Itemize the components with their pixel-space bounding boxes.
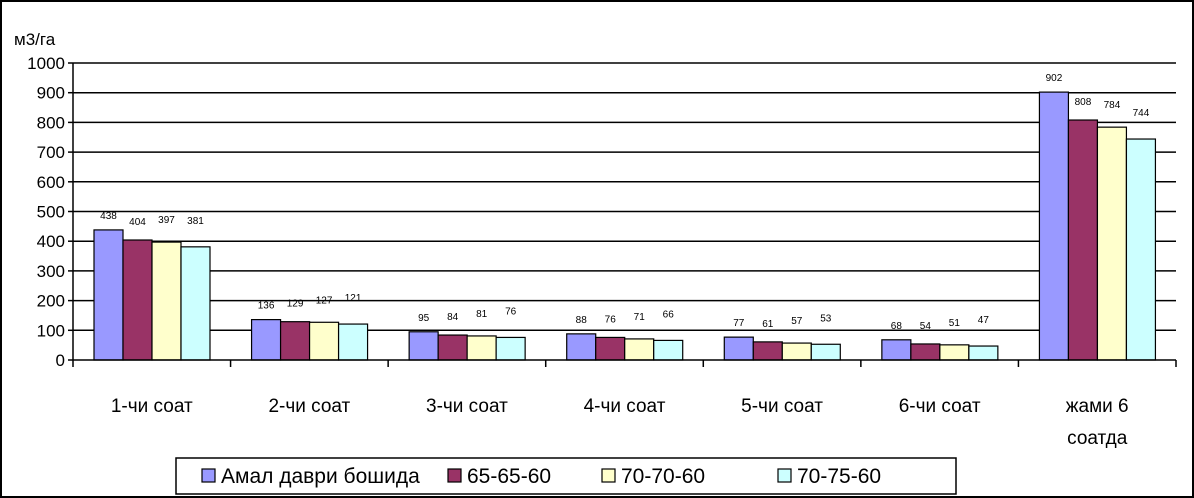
data-label: 76 (505, 306, 517, 317)
bar (810, 343, 841, 361)
data-label: 66 (663, 309, 675, 320)
data-label: 121 (345, 293, 362, 304)
data-label: 51 (949, 318, 961, 329)
x-category-label: 5-чи соат (741, 396, 823, 417)
data-label: 744 (1133, 108, 1150, 119)
y-tick-label: 200 (37, 292, 65, 311)
x-category-label: жами 6 соатда (1066, 396, 1129, 449)
bar (939, 344, 970, 361)
data-label: 57 (791, 316, 803, 327)
legend-label: Амал даври бошида (221, 465, 420, 488)
y-tick-label: 700 (37, 143, 65, 162)
bar (566, 333, 597, 361)
bar (653, 339, 684, 361)
x-category-label: 2-чи соат (268, 396, 350, 417)
data-label: 136 (258, 301, 275, 312)
y-tick-label: 800 (37, 113, 65, 132)
data-label: 47 (978, 315, 990, 326)
y-tick-label: 400 (37, 232, 65, 251)
data-labels: 438 404 397 381 136 129 127 121 95 84 81 76 88 76 71 66… (100, 73, 1150, 332)
data-label: 71 (634, 312, 646, 323)
y-tick-label: 300 (37, 262, 65, 281)
legend-swatch (777, 468, 792, 483)
bar (151, 241, 182, 361)
data-label: 808 (1075, 97, 1092, 108)
bar (881, 339, 912, 361)
bar (408, 331, 439, 361)
x-category-label: 1-чи соат (111, 396, 193, 417)
data-label: 404 (129, 217, 146, 228)
legend-swatch (601, 468, 616, 483)
bar (122, 239, 153, 361)
data-label: 397 (158, 215, 175, 226)
bar (781, 342, 812, 361)
legend-label: 70-70-60 (621, 465, 705, 488)
legend-swatch (201, 468, 216, 483)
legend: Амал даври бошида 65-65-60 70-70-60 70-75-6… (175, 457, 957, 495)
bar (1096, 126, 1128, 361)
bar (180, 246, 211, 361)
bar (723, 336, 754, 361)
data-label: 77 (733, 318, 745, 329)
bar (595, 336, 626, 361)
bar (279, 321, 311, 361)
legend-label: 65-65-60 (467, 465, 551, 488)
legend-label: 70-75-60 (797, 465, 881, 488)
data-label: 68 (891, 321, 903, 332)
bar (337, 323, 369, 361)
data-label: 438 (100, 211, 117, 222)
x-category-labels: 1-чи соат 2-чи соат 3-чи соат 4-чи соат 5-чи… (111, 396, 1129, 449)
legend-box (175, 457, 957, 495)
y-tick-label: 1000 (27, 54, 65, 73)
y-tick-label: 900 (37, 84, 65, 103)
data-label: 88 (576, 315, 588, 326)
data-label: 53 (820, 313, 832, 324)
data-label: 76 (605, 314, 617, 325)
x-category-label: 6-чи соат (899, 396, 981, 417)
y-tick-label: 0 (56, 351, 65, 370)
bar (1038, 91, 1070, 361)
bar (495, 336, 526, 361)
bars (93, 91, 1157, 361)
axes (68, 62, 1177, 367)
y-tick-label: 500 (37, 203, 65, 222)
data-label: 61 (762, 319, 774, 330)
bar (1067, 119, 1099, 361)
legend-swatch (447, 468, 462, 483)
bar (624, 338, 655, 361)
data-label: 129 (287, 299, 304, 310)
bar (466, 335, 497, 361)
data-label: 784 (1104, 100, 1121, 111)
x-category-label: 4-чи соат (584, 396, 666, 417)
data-label: 902 (1046, 73, 1063, 84)
data-label: 81 (476, 309, 488, 320)
bar (1125, 138, 1157, 361)
data-label: 95 (418, 313, 430, 324)
bar (910, 343, 941, 361)
data-label: 84 (447, 312, 459, 323)
bar (752, 341, 783, 361)
bar (437, 334, 468, 361)
data-label: 54 (920, 321, 932, 332)
y-tick-label: 100 (37, 321, 65, 340)
y-tick-labels: 0 100 200 300 400 500 600 700 800 900 1000 (27, 54, 65, 370)
x-category-label: 3-чи соат (426, 396, 508, 417)
y-axis-label: м3/га (14, 30, 56, 49)
bar (93, 229, 124, 361)
bar (308, 321, 340, 361)
y-tick-label: 600 (37, 173, 65, 192)
bar (968, 345, 999, 361)
data-label: 127 (316, 295, 333, 306)
data-label: 381 (187, 216, 204, 227)
bar (250, 319, 282, 361)
